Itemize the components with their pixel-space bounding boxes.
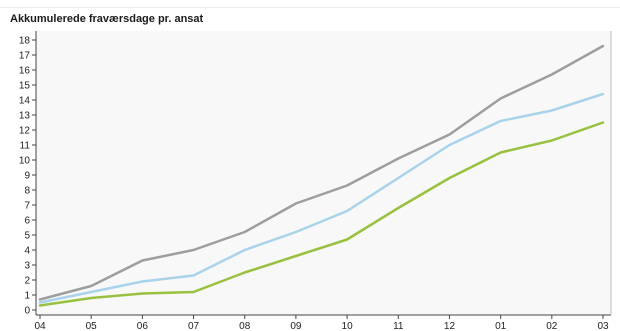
x-tick-label: 05 [86,321,98,331]
y-tick-label: 6 [24,216,30,227]
x-tick-label: 03 [597,321,609,331]
y-tick-label: 5 [24,231,30,242]
plot-area [36,31,611,315]
x-tick-label: 12 [444,321,456,331]
x-tick-label: 09 [290,321,302,331]
x-tick-label: 01 [495,321,507,331]
y-tick-label: 7 [24,201,30,212]
x-axis-ticks: 04 05 06 07 08 09 10 11 12 01 02 03 [34,315,609,331]
series-lines [38,44,605,307]
y-tick-label: 14 [19,96,31,107]
chart-title: Akkumulerede fraværsdage pr. ansat [10,13,204,25]
y-tick-label: 1 [24,291,30,302]
y-tick-label: 17 [19,51,31,62]
x-tick-label: 08 [239,321,251,331]
x-tick-label: 02 [546,321,558,331]
top-divider [0,7,620,8]
y-tick-label: 15 [19,81,31,92]
x-tick-label: 04 [34,321,46,331]
y-tick-label: 0 [24,306,30,317]
series-line-1 [38,44,605,301]
y-tick-label: 9 [24,171,30,182]
x-tick-label: 11 [393,321,404,331]
y-tick-label: 3 [24,261,30,272]
y-tick-label: 11 [20,141,31,152]
y-tick-label: 16 [19,66,31,77]
y-tick-label: 10 [19,156,31,167]
y-tick-label: 18 [19,36,31,47]
y-tick-label: 8 [24,186,30,197]
series-line-2 [38,92,605,304]
x-tick-label: 10 [342,321,354,331]
y-tick-label: 4 [24,246,30,257]
y-tick-label: 2 [24,276,30,287]
x-tick-label: 07 [188,321,200,331]
y-tick-label: 13 [19,111,31,122]
y-tick-label: 12 [19,126,31,137]
x-tick-label: 06 [137,321,149,331]
series-line-3 [38,121,605,307]
